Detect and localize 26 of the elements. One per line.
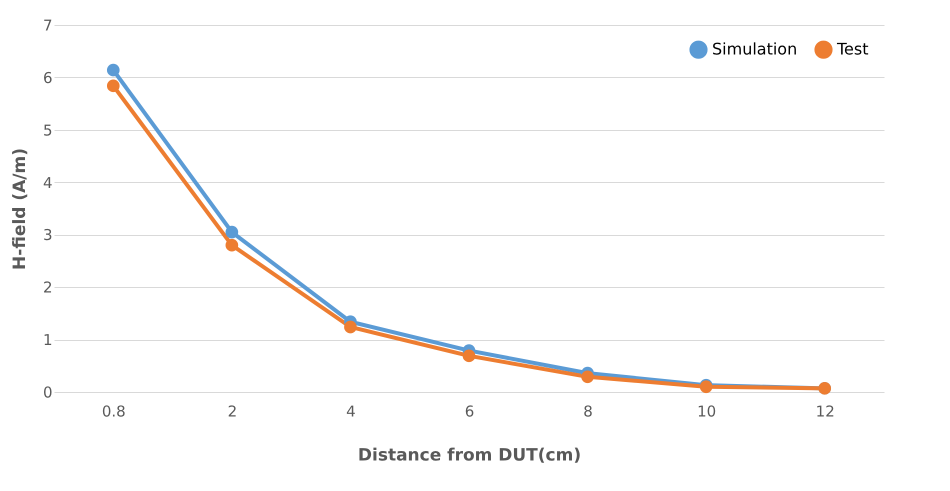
x-tick-label: 10 [697,402,716,420]
y-tick-label: 5 [42,121,52,140]
point [106,64,120,76]
x-tick-label: 2 [228,402,238,420]
y-tick-label: 3 [42,226,52,244]
y-axis-title: H-field (A/m) [10,148,30,270]
x-tick-label: 6 [464,402,474,420]
y-tick-label: 4 [42,174,52,192]
y-tick-label: 0 [42,384,52,402]
y-tick-label: 6 [42,68,52,87]
x-axis-title: Distance from DUT(cm) [358,446,582,466]
x-tick-label: 12 [816,402,835,420]
x-tick-label: 8 [583,402,593,420]
legend-label: Test [836,40,869,59]
legend-label: Simulation [712,40,798,59]
x-tick-label: 0.8 [102,402,126,420]
y-tick-label: 7 [42,16,52,34]
point [462,350,476,362]
x-tick-label: 4 [346,402,356,420]
point [344,320,357,334]
y-tick-label: 1 [42,331,52,350]
point [226,238,238,252]
point [226,226,238,238]
point [106,80,120,92]
y-tick-label: 2 [42,278,52,297]
point [581,370,594,384]
